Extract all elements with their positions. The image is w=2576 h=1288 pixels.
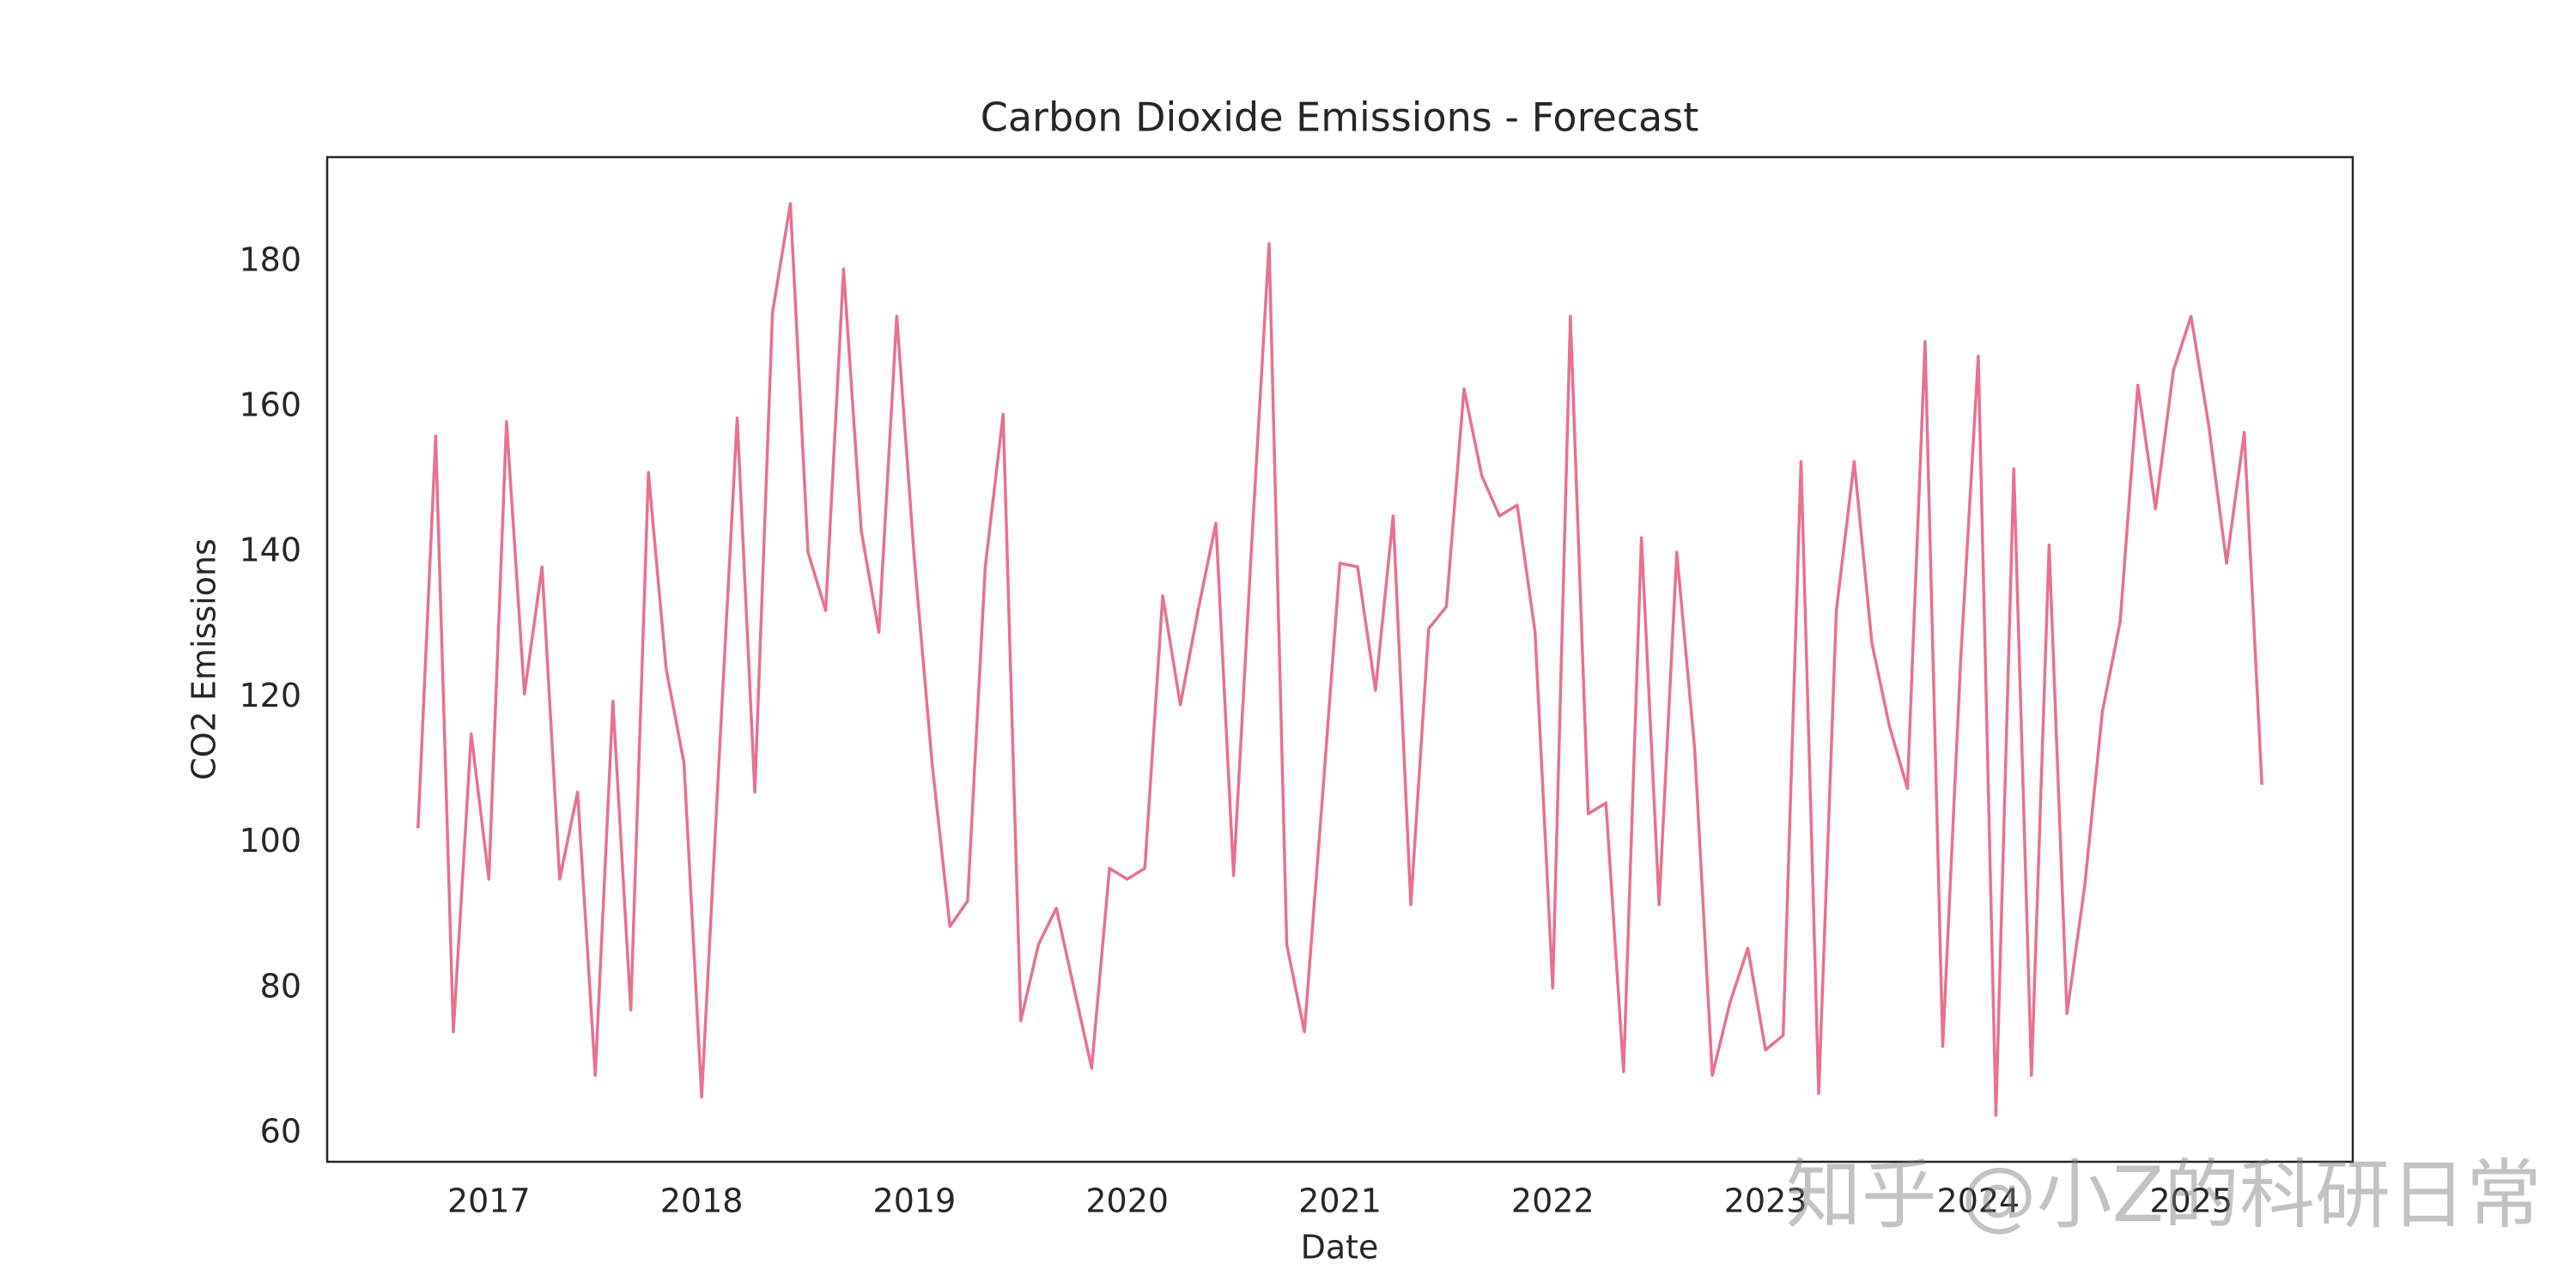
y-tick-label: 80 bbox=[260, 967, 301, 1005]
x-tick-label: 2021 bbox=[1298, 1182, 1382, 1220]
x-tick-label: 2025 bbox=[2149, 1182, 2233, 1220]
plot-frame bbox=[325, 155, 2354, 1163]
y-tick-label: 180 bbox=[239, 240, 301, 278]
x-tick-label: 2024 bbox=[1937, 1182, 2020, 1220]
y-tick-label: 140 bbox=[239, 532, 301, 569]
y-tick-label: 60 bbox=[260, 1113, 301, 1151]
x-axis-label: Date bbox=[1301, 1229, 1379, 1267]
data-line bbox=[416, 202, 2263, 1117]
x-tick-label: 2018 bbox=[660, 1182, 744, 1220]
x-tick-label: 2022 bbox=[1511, 1182, 1595, 1220]
y-axis-label: CO2 Emissions bbox=[185, 538, 223, 781]
y-tick-label: 120 bbox=[239, 677, 301, 714]
x-tick-label: 2019 bbox=[873, 1182, 957, 1220]
x-tick-label: 2023 bbox=[1724, 1182, 1807, 1220]
watermark: 知乎 @小Z的科研日常 bbox=[1786, 1151, 2542, 1239]
chart-title: Carbon Dioxide Emissions - Forecast bbox=[981, 94, 1699, 141]
y-tick-label: 100 bbox=[239, 822, 301, 860]
y-tick-label: 160 bbox=[239, 386, 301, 424]
x-tick-label: 2017 bbox=[447, 1182, 531, 1220]
x-tick-label: 2020 bbox=[1085, 1182, 1169, 1220]
